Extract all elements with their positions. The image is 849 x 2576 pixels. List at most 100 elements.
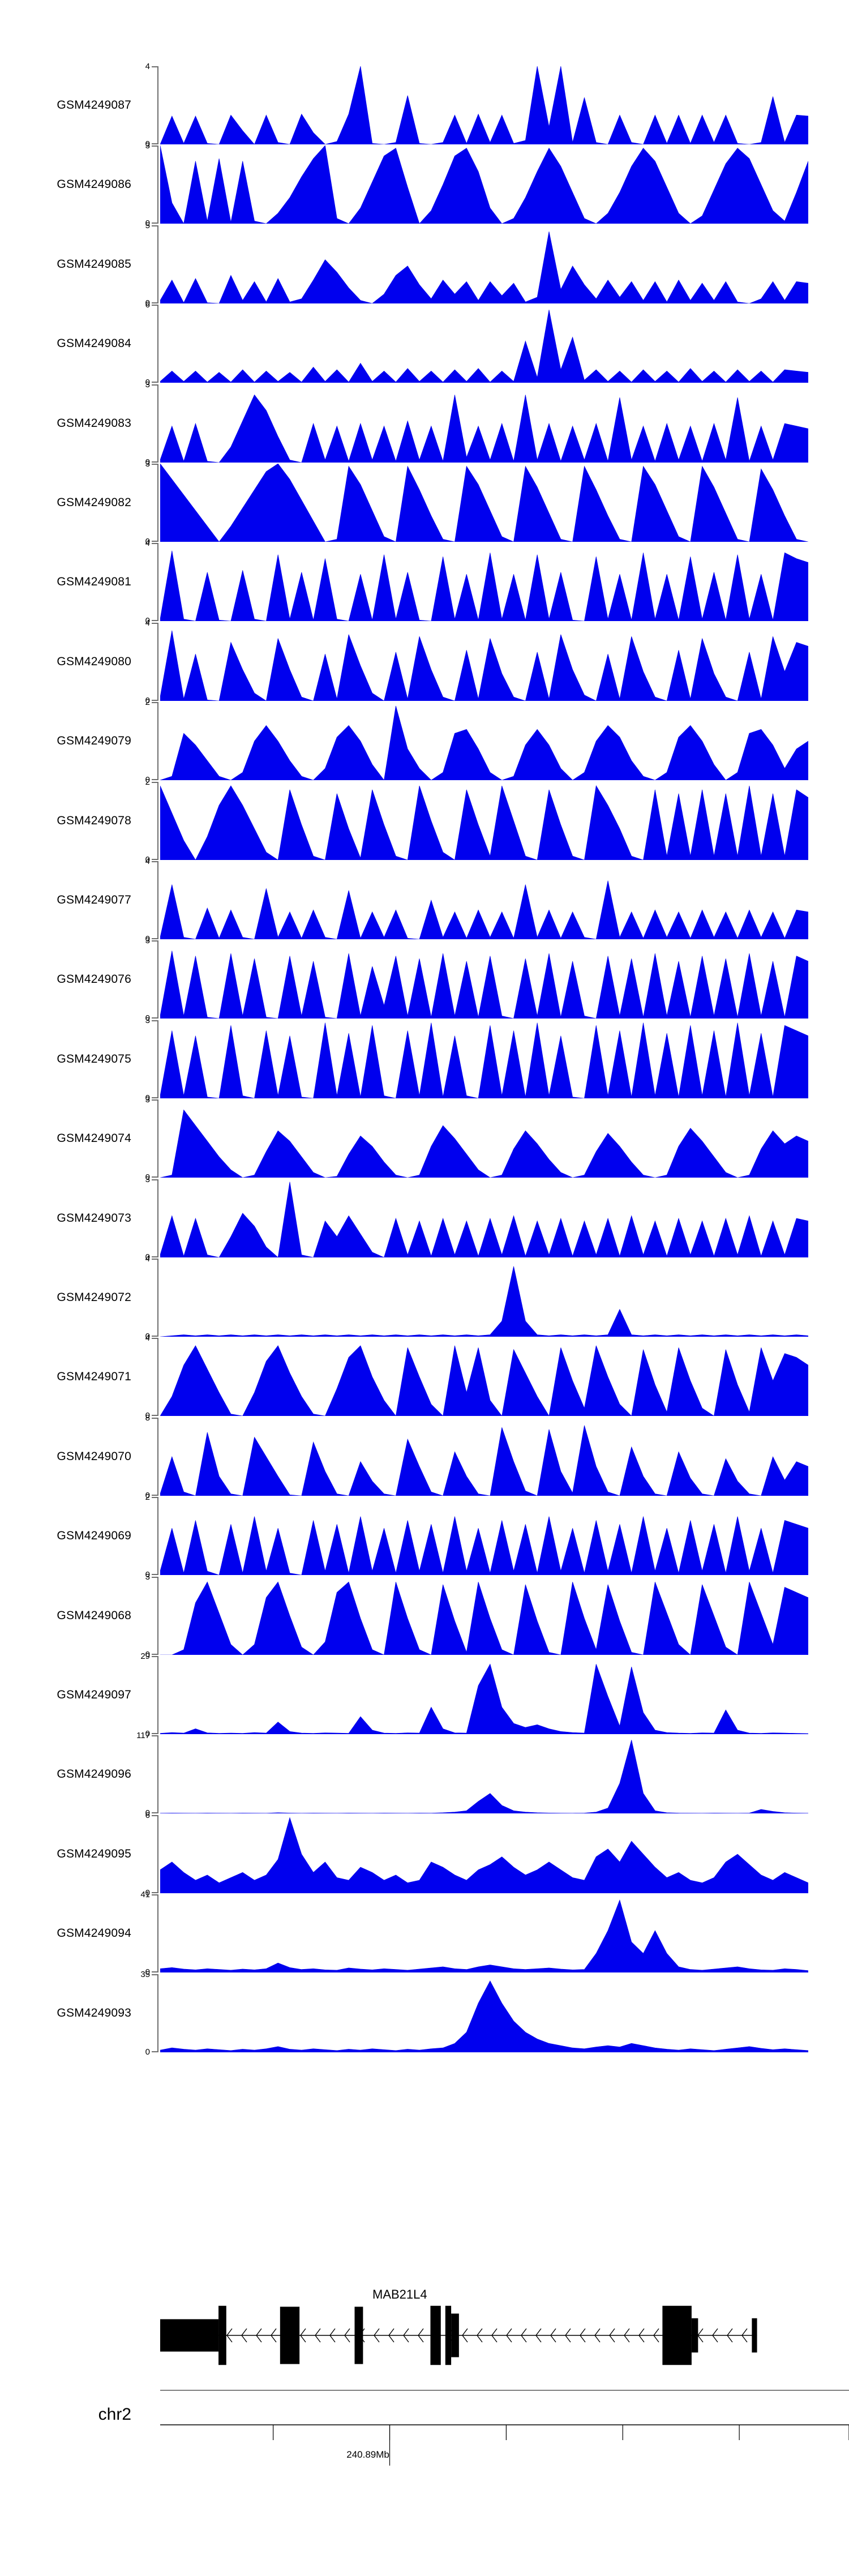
coverage-plot[interactable] bbox=[160, 623, 808, 701]
gene-model-svg[interactable] bbox=[160, 2304, 808, 2367]
axis-tick-top bbox=[152, 702, 158, 704]
axis-max-value: 4 bbox=[145, 1333, 150, 1343]
exon-block[interactable] bbox=[451, 2313, 459, 2357]
axis-tick-bottom bbox=[152, 1017, 158, 1019]
track-sample-label: GSM4249093 bbox=[57, 2006, 131, 2019]
coverage-plot[interactable] bbox=[160, 702, 808, 781]
strand-arrow-icon bbox=[491, 2328, 498, 2343]
axis-max-value: 3 bbox=[145, 936, 150, 946]
ruler-tick-label: 240.89Mb bbox=[346, 2449, 389, 2460]
coverage-plot[interactable] bbox=[160, 1099, 808, 1178]
coverage-area bbox=[160, 630, 808, 701]
strand-arrow-icon bbox=[344, 2328, 350, 2343]
coverage-plot[interactable] bbox=[160, 1656, 808, 1734]
axis-tick-bottom bbox=[152, 699, 158, 701]
axis-spine bbox=[157, 305, 158, 383]
axis-tick-top bbox=[152, 225, 158, 226]
track-sample-label: GSM4249075 bbox=[57, 1052, 131, 1066]
axis-tick-top bbox=[152, 543, 158, 545]
chromosome-label: chr2 bbox=[98, 2405, 131, 2424]
exon-block[interactable] bbox=[691, 2318, 698, 2353]
exon-block[interactable] bbox=[430, 2305, 441, 2365]
coverage-plot[interactable] bbox=[160, 1020, 808, 1098]
exon-block[interactable] bbox=[445, 2305, 452, 2365]
exon-block[interactable] bbox=[160, 2319, 219, 2352]
coverage-plot[interactable] bbox=[160, 1338, 808, 1417]
track-sample-label: GSM4249087 bbox=[57, 99, 131, 112]
coverage-plot[interactable] bbox=[160, 384, 808, 463]
coverage-plot[interactable] bbox=[160, 464, 808, 542]
track-sample-label: GSM4249071 bbox=[57, 1370, 131, 1384]
coverage-area-svg bbox=[160, 1182, 808, 1257]
axis-min-value: 0 bbox=[145, 775, 150, 785]
coverage-plot[interactable] bbox=[160, 940, 808, 1019]
track-sample-label: GSM4249095 bbox=[57, 1847, 131, 1860]
coverage-plot[interactable] bbox=[160, 1577, 808, 1655]
axis-tick-bottom bbox=[152, 1336, 158, 1337]
coverage-plot[interactable] bbox=[160, 146, 808, 224]
coverage-area bbox=[160, 1740, 808, 1814]
coverage-plot[interactable] bbox=[160, 861, 808, 939]
axis-tick-top bbox=[152, 1894, 158, 1896]
axis-max-value: 6 bbox=[145, 300, 150, 310]
axis-spine bbox=[157, 1815, 158, 1893]
axis-min-value: 0 bbox=[145, 1013, 150, 1024]
coverage-area bbox=[160, 785, 808, 860]
exon-block[interactable] bbox=[752, 2318, 757, 2353]
coverage-plot[interactable] bbox=[160, 305, 808, 383]
coverage-area bbox=[160, 146, 808, 224]
ruler-svg[interactable] bbox=[153, 2384, 849, 2485]
strand-arrow-icon bbox=[506, 2328, 512, 2343]
exon-block[interactable] bbox=[354, 2307, 363, 2364]
coverage-area-svg bbox=[160, 310, 808, 383]
strand-arrow-icon bbox=[609, 2328, 615, 2343]
axis-max-value: 5 bbox=[145, 220, 150, 230]
coverage-plot[interactable] bbox=[160, 1497, 808, 1576]
axis-spine bbox=[157, 702, 158, 781]
axis-tick-top bbox=[152, 940, 158, 942]
axis-max-value: 3 bbox=[145, 1095, 150, 1105]
axis-tick-bottom bbox=[152, 1574, 158, 1576]
coverage-plot[interactable] bbox=[160, 1418, 808, 1496]
coverage-plot[interactable] bbox=[160, 1974, 808, 2052]
axis-max-value: 4 bbox=[145, 62, 150, 71]
exon-block[interactable] bbox=[280, 2307, 300, 2364]
coverage-area bbox=[160, 880, 808, 939]
coverage-area bbox=[160, 1817, 808, 1893]
coverage-plot[interactable] bbox=[160, 225, 808, 303]
coverage-plot[interactable] bbox=[160, 782, 808, 860]
coverage-plot[interactable] bbox=[160, 1179, 808, 1257]
coverage-plot[interactable] bbox=[160, 1815, 808, 1893]
coverage-plot[interactable] bbox=[160, 543, 808, 622]
strand-arrow-icon bbox=[550, 2328, 556, 2343]
axis-tick-bottom bbox=[152, 1256, 158, 1257]
axis-spine bbox=[157, 543, 158, 622]
axis-max-value: 3 bbox=[145, 379, 150, 390]
strand-arrow-icon bbox=[388, 2328, 395, 2343]
coverage-area-svg bbox=[160, 1740, 808, 1814]
axis-tick-top bbox=[152, 1576, 158, 1578]
exon-block[interactable] bbox=[662, 2305, 692, 2365]
track-sample-label: GSM4249068 bbox=[57, 1608, 131, 1622]
axis-spine bbox=[157, 146, 158, 224]
axis-max-value: 41 bbox=[140, 1890, 150, 1900]
axis-min-value: 0 bbox=[145, 457, 150, 467]
coverage-area-svg bbox=[160, 1109, 808, 1178]
coverage-plot[interactable] bbox=[160, 1735, 808, 1814]
coverage-plot[interactable] bbox=[160, 1259, 808, 1337]
coverage-plot[interactable] bbox=[160, 66, 808, 144]
coverage-area-svg bbox=[160, 394, 808, 463]
coverage-track: GSM4249095 6 0 bbox=[0, 1811, 849, 1897]
strand-arrow-icon bbox=[594, 2328, 601, 2343]
axis-tick-bottom bbox=[152, 858, 158, 860]
axis-max-value: 117 bbox=[136, 1731, 150, 1741]
track-sample-label: GSM4249096 bbox=[57, 1768, 131, 1781]
coverage-area bbox=[160, 1109, 808, 1178]
exon-block[interactable] bbox=[218, 2305, 226, 2365]
coverage-plot[interactable] bbox=[160, 1894, 808, 1973]
coverage-area-svg bbox=[160, 1022, 808, 1098]
